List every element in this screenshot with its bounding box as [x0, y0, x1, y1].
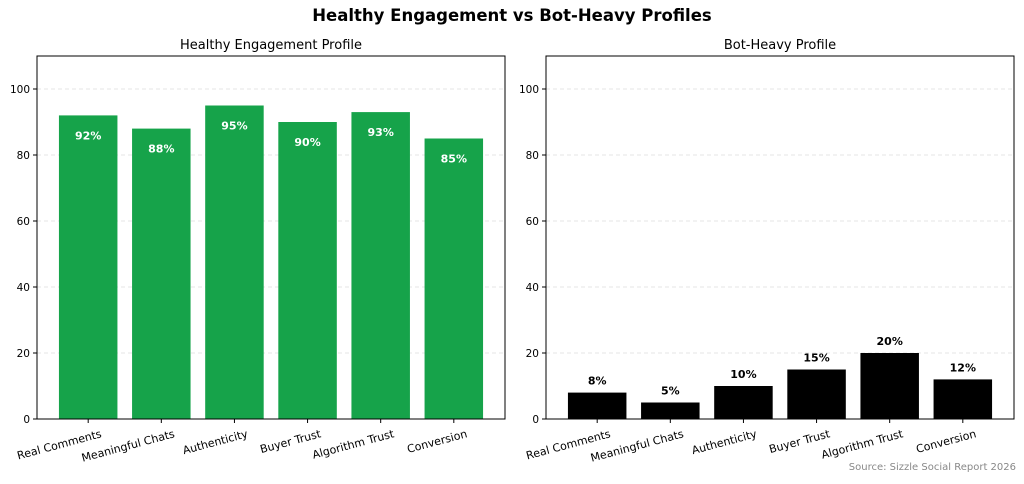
healthy-data-label-2: 88% — [148, 143, 174, 156]
bot-data-label-5: 20% — [877, 335, 903, 348]
healthy-bar-6 — [424, 138, 484, 419]
healthy-data-label-4: 90% — [294, 136, 320, 149]
figure-title: Healthy Engagement vs Bot-Heavy Profiles — [312, 6, 712, 25]
healthy-bar-5 — [351, 112, 410, 419]
healthy-bar-4 — [278, 122, 337, 419]
healthy-data-label-1: 92% — [75, 129, 101, 142]
bot-bar-5 — [860, 353, 919, 419]
bot-y-tick-label: 100 — [519, 84, 539, 96]
healthy-bar-2 — [132, 128, 191, 419]
bot-data-label-2: 5% — [661, 385, 680, 398]
bot-data-label-3: 10% — [730, 368, 756, 381]
bot-data-label-1: 8% — [588, 375, 607, 388]
healthy-y-tick-label: 0 — [23, 414, 30, 426]
healthy-data-label-3: 95% — [221, 120, 247, 133]
bot-y-tick-label: 40 — [526, 282, 539, 294]
bot-y-tick-label: 20 — [526, 348, 539, 360]
bot-data-label-4: 15% — [803, 352, 829, 365]
bot-bar-3 — [714, 386, 773, 419]
healthy-y-tick-label: 60 — [17, 216, 30, 228]
healthy-bar-3 — [205, 105, 264, 419]
bot-x-tick-label-3: Authenticity — [690, 427, 758, 457]
healthy-y-tick-label: 80 — [17, 150, 30, 162]
healthy-data-label-5: 93% — [368, 126, 394, 139]
bot-x-tick-label-6: Conversion — [915, 427, 978, 456]
healthy-bar-1 — [58, 115, 118, 420]
healthy-axes-frame — [36, 55, 506, 420]
bot-bar-2 — [641, 402, 700, 419]
bot-bar-4 — [787, 369, 846, 419]
bot-axes-frame — [545, 55, 1015, 420]
healthy-x-tick-label-5: Algorithm Trust — [311, 427, 396, 461]
bot-y-tick-label: 60 — [526, 216, 539, 228]
healthy-engagement-panel: Healthy Engagement Profile 92% 88% 95% 90% 93… — [10, 38, 506, 465]
healthy-subplot-title: Healthy Engagement Profile — [180, 38, 362, 53]
bot-heavy-panel: Bot-Heavy Profile 8% 5% 10% 15% 20% 12% 0 20 40 60… — [519, 38, 1015, 465]
bot-bar-6 — [933, 379, 993, 419]
bot-x-tick-label-5: Algorithm Trust — [820, 427, 905, 461]
healthy-y-tick-label: 20 — [17, 348, 30, 360]
healthy-x-tick-label-3: Authenticity — [181, 427, 249, 457]
bot-data-label-6: 12% — [950, 361, 976, 374]
bot-y-tick-label: 0 — [532, 414, 539, 426]
healthy-data-label-6: 85% — [441, 153, 467, 166]
healthy-y-tick-label: 40 — [17, 282, 30, 294]
bot-y-tick-label: 80 — [526, 150, 539, 162]
healthy-y-tick-label: 100 — [10, 84, 30, 96]
healthy-x-tick-label-6: Conversion — [406, 427, 469, 456]
bot-subplot-title: Bot-Heavy Profile — [724, 38, 836, 53]
bot-bar-1 — [567, 392, 627, 419]
source-note: Source: Sizzle Social Report 2026 — [849, 462, 1016, 473]
